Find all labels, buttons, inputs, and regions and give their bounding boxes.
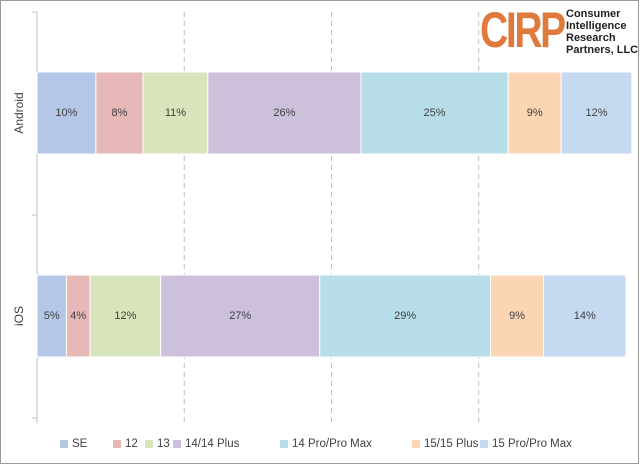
data-label: 29% (394, 310, 416, 322)
legend-swatch (412, 440, 420, 448)
legend-swatch (60, 440, 68, 448)
data-label: 4% (70, 310, 86, 322)
legend-swatch (173, 440, 181, 448)
data-label: 10% (55, 107, 77, 119)
bar-segment (543, 274, 627, 358)
bar-segment (160, 274, 321, 358)
bar-segment (490, 274, 545, 358)
y-category-label: Android (12, 92, 26, 133)
bar-segment (95, 71, 144, 155)
data-label: 12% (586, 107, 608, 119)
data-label: 5% (44, 310, 60, 322)
logo-text: Consumer Intelligence Research Partners,… (566, 8, 638, 56)
data-label: 11% (165, 107, 186, 119)
legend-swatch (113, 440, 121, 448)
data-label: 12% (114, 310, 136, 322)
bar-segment (89, 274, 162, 358)
legend-label: 14/14 Plus (185, 438, 240, 450)
data-label: 14% (574, 310, 596, 322)
logo-line: Research (566, 32, 616, 44)
bar-segment (319, 274, 492, 358)
logo-line: Consumer (566, 8, 621, 20)
data-label: 25% (424, 107, 446, 119)
legend-label: SE (72, 438, 88, 450)
bar-segment (36, 71, 97, 155)
legend-label: 13 (157, 438, 170, 450)
logo-mark: CIRP (480, 2, 566, 58)
legend-label: 14 Pro/Pro Max (292, 438, 372, 450)
legend-label: 15 Pro/Pro Max (492, 438, 572, 450)
legend-swatch (145, 440, 153, 448)
data-label: 26% (273, 107, 295, 119)
bar-segment (360, 71, 509, 155)
data-label: 8% (112, 107, 128, 119)
legend-swatch (280, 440, 288, 448)
legend-label: 15/15 Plus (424, 438, 479, 450)
logo-line: Intelligence (566, 20, 627, 32)
data-label: 9% (509, 310, 525, 322)
bar-segment (560, 71, 633, 155)
logo-line: Partners, LLC (566, 44, 639, 56)
data-label: 27% (229, 310, 251, 322)
legend-swatch (480, 440, 488, 448)
y-category-label: iOS (12, 306, 26, 326)
data-label: 9% (527, 107, 543, 119)
legend-label: 12 (125, 438, 138, 450)
bar-segment (36, 274, 67, 358)
cirp-logo: CIRP Consumer Intelligence Research Part… (480, 2, 638, 58)
